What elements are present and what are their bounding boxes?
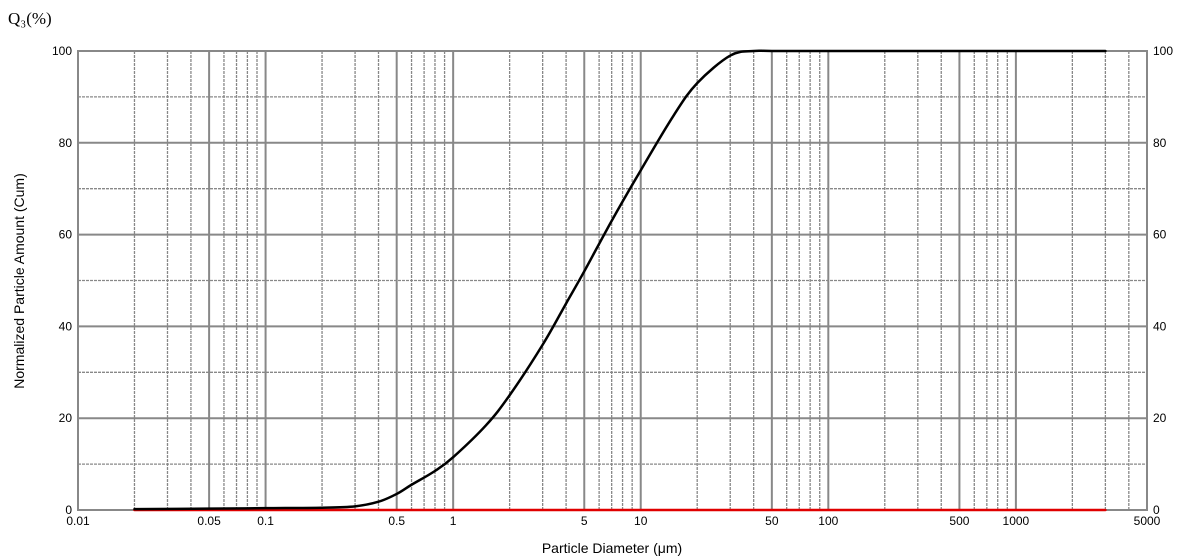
y-tick-label-right: 60 — [1153, 228, 1167, 242]
y-tick-label-right: 20 — [1153, 411, 1167, 425]
x-tick-label: 5000 — [1134, 514, 1161, 528]
grid-layer — [78, 51, 1147, 510]
y-tick-label-left: 0 — [65, 503, 72, 517]
x-tick-label: 1 — [450, 514, 457, 528]
cumulative-series-line — [133, 49, 1107, 511]
y-axis-title: Normalized Particle Amount (Cum) — [11, 173, 27, 389]
y-tick-label-left: 100 — [52, 44, 72, 58]
y-tick-label-left: 80 — [59, 136, 73, 150]
x-tick-label: 5 — [581, 514, 588, 528]
x-tick-label: 100 — [818, 514, 838, 528]
y-tick-label-right: 40 — [1153, 319, 1167, 333]
x-tick-label: 1000 — [1003, 514, 1030, 528]
x-tick-label: 0.01 — [66, 514, 90, 528]
y-tick-label-left: 60 — [59, 228, 73, 242]
x-tick-label: 500 — [949, 514, 969, 528]
x-tick-label: 0.05 — [197, 514, 221, 528]
y-tick-label-left: 40 — [59, 319, 73, 333]
x-tick-label: 0.1 — [257, 514, 274, 528]
x-axis-title: Particle Diameter (μm) — [542, 540, 682, 556]
y-tick-label-left: 20 — [59, 411, 73, 425]
corner-label: Q₃(%) — [8, 9, 52, 28]
y-tick-label-right: 0 — [1153, 503, 1160, 517]
series-layer — [133, 49, 1107, 512]
x-tick-label: 50 — [765, 514, 779, 528]
y-tick-label-right: 80 — [1153, 136, 1167, 150]
x-tick-label: 10 — [634, 514, 648, 528]
x-tick-label: 0.5 — [388, 514, 405, 528]
y-tick-label-right: 100 — [1153, 44, 1173, 58]
